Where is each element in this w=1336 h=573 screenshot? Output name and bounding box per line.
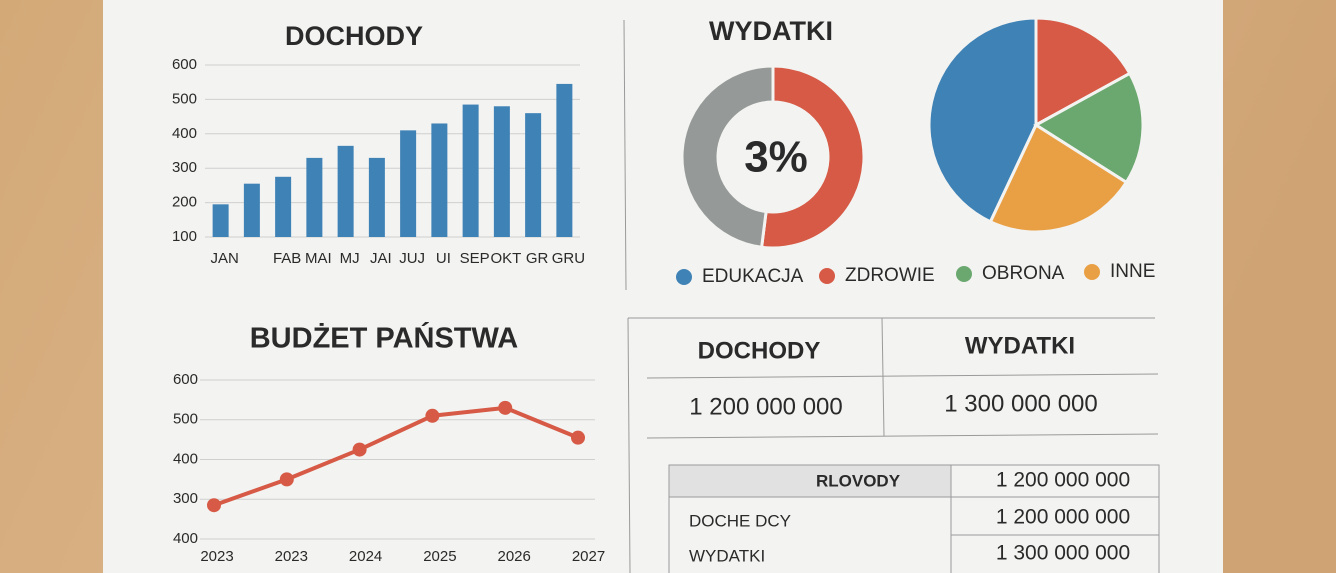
bar xyxy=(368,157,385,237)
legend-label: INNE xyxy=(1110,261,1155,282)
table-cell: 1 200 000 000 xyxy=(996,506,1130,529)
table-border xyxy=(646,373,1159,379)
table-cell: 1 200 000 000 xyxy=(689,393,842,420)
y-tick-label: 100 xyxy=(172,228,197,245)
x-tick-label: JAI xyxy=(370,250,392,267)
legend-swatch xyxy=(819,268,835,284)
legend-swatch xyxy=(676,269,692,285)
y-tick-label: 300 xyxy=(172,159,197,176)
pie-slice xyxy=(927,16,1038,224)
chart-title: WYDATKI xyxy=(709,16,833,46)
table-cell: 1 300 000 000 xyxy=(944,390,1097,417)
x-tick-label: GRU xyxy=(552,250,585,267)
bar xyxy=(243,183,260,237)
x-tick-label: JUJ xyxy=(399,250,425,267)
table-border xyxy=(881,317,885,437)
table-border xyxy=(627,317,631,573)
pie-slice xyxy=(1034,16,1132,128)
y-tick-label: 400 xyxy=(172,125,197,142)
x-tick-label: MJ xyxy=(340,250,360,267)
bar xyxy=(525,113,542,237)
y-tick-label: 200 xyxy=(172,194,197,211)
legend-swatch xyxy=(956,266,972,282)
table-header: WYDATKI xyxy=(965,332,1075,359)
table-cell: 1 200 000 000 xyxy=(996,469,1130,492)
x-tick-label: 2023 xyxy=(200,548,233,565)
donut-segment xyxy=(759,64,866,250)
table-cell: RLOVODY xyxy=(816,471,901,490)
point xyxy=(279,472,294,487)
table-cell: WYDATKI xyxy=(689,546,765,565)
bar xyxy=(306,157,323,237)
x-tick-label: OKT xyxy=(490,250,521,267)
y-tick-label: 600 xyxy=(173,371,198,388)
y-tick-label: 400 xyxy=(173,450,198,467)
legend-label: OBRONA xyxy=(982,263,1065,284)
legend-label: EDUKACJA xyxy=(702,266,804,287)
x-tick-label: MAI xyxy=(305,250,332,267)
x-tick-label: 2027 xyxy=(572,548,605,565)
y-tick-label: 600 xyxy=(172,56,197,73)
bar xyxy=(556,83,573,237)
table-header: DOCHODY xyxy=(698,337,821,364)
y-tick-label: 400 xyxy=(173,530,198,547)
table-row-shade xyxy=(669,465,951,497)
donut-label: 3% xyxy=(744,133,808,182)
bar xyxy=(337,145,354,237)
x-tick-label: SEP xyxy=(460,250,490,267)
table-cell: DOCHE DCY xyxy=(689,511,791,530)
x-tick-label: FAB xyxy=(273,250,301,267)
x-tick-label: 2023 xyxy=(275,548,308,565)
divider xyxy=(623,19,627,291)
bar xyxy=(275,176,292,237)
x-tick-label: GR xyxy=(526,250,549,267)
line xyxy=(213,405,579,508)
x-tick-label: JAN xyxy=(210,250,238,267)
bar xyxy=(431,123,448,237)
legend-label: ZDROWIE xyxy=(845,265,935,286)
y-tick-label: 500 xyxy=(172,90,197,107)
point xyxy=(571,430,585,445)
point xyxy=(498,400,513,415)
chart-title: BUDŻET PAŃSTWA xyxy=(250,321,519,355)
x-tick-label: 2026 xyxy=(498,548,531,565)
table-border xyxy=(646,433,1159,439)
x-tick-label: 2025 xyxy=(423,548,456,565)
x-tick-label: UI xyxy=(436,250,451,267)
detail-table: RLOVODY 1 200 000 000 DOCHE DCY 1 200 00… xyxy=(668,464,1160,573)
pie-slice xyxy=(1033,71,1145,185)
legend-swatch xyxy=(1084,264,1100,280)
bar xyxy=(462,104,479,237)
point xyxy=(207,498,221,513)
summary-table: DOCHODY WYDATKI 1 200 000 000 1 300 000 … xyxy=(627,317,1159,573)
y-tick-label: 300 xyxy=(173,490,198,507)
y-tick-label: 500 xyxy=(173,411,198,428)
chart-title: DOCHODY xyxy=(285,21,423,51)
table-border xyxy=(668,464,1160,573)
point xyxy=(352,442,367,457)
pie-slice xyxy=(988,122,1129,234)
bar xyxy=(400,130,417,237)
bar xyxy=(493,106,510,237)
x-tick-label: 2024 xyxy=(349,548,382,565)
donut-segment xyxy=(680,64,775,249)
bar xyxy=(212,204,229,237)
table-cell: 1 300 000 000 xyxy=(996,542,1130,565)
point xyxy=(425,408,440,423)
